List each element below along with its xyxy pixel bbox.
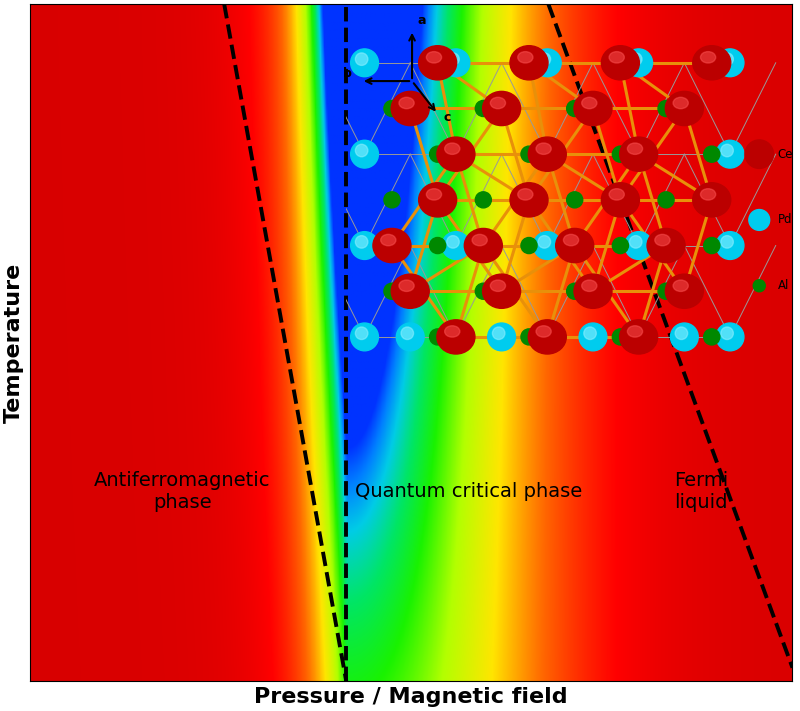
X-axis label: Pressure / Magnetic field: Pressure / Magnetic field [254,687,568,707]
Y-axis label: Temperature: Temperature [4,262,24,423]
Text: Antiferromagnetic
phase: Antiferromagnetic phase [94,471,270,512]
Text: Fermi
liquid: Fermi liquid [674,471,728,512]
Text: Quantum critical phase: Quantum critical phase [354,482,582,501]
